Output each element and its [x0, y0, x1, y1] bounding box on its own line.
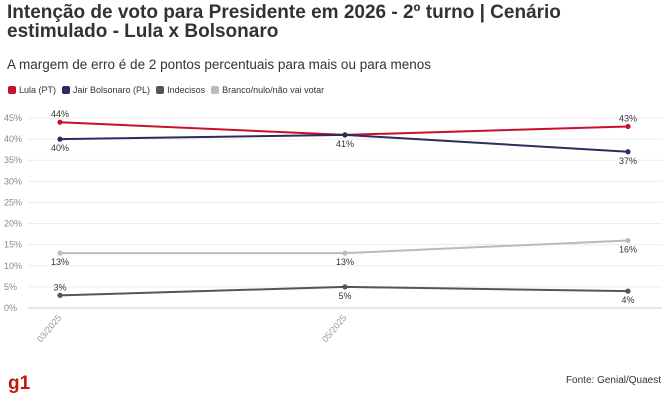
- data-label-3-0: 13%: [51, 257, 69, 267]
- data-label-0-2: 43%: [619, 113, 637, 123]
- data-label-3-2: 16%: [619, 244, 637, 254]
- chart-title: Intenção de voto para Presidente em 2026…: [7, 2, 561, 42]
- data-label-2-2: 4%: [621, 295, 634, 305]
- data-point-0-2: [625, 123, 631, 130]
- y-tick-label-5: 5%: [4, 282, 17, 292]
- data-point-2-0: [57, 292, 63, 298]
- legend-swatch-branco-nulo: [211, 86, 220, 94]
- legend-item-branco-nulo[interactable]: Branco/nulo/não vai votar: [211, 85, 324, 95]
- data-label-1-0: 40%: [51, 143, 69, 153]
- chart-subtitle: A margem de erro é de 2 pontos percentua…: [7, 57, 431, 72]
- legend-item-bolsonaro[interactable]: Jair Bolsonaro (PL): [62, 85, 150, 95]
- data-label-1-1: 41%: [336, 139, 354, 149]
- data-point-3-1: [342, 250, 348, 256]
- y-tick-label-0: 0%: [4, 303, 17, 313]
- y-tick-label-25: 25%: [4, 197, 22, 207]
- data-point-1-1: [342, 132, 348, 138]
- y-tick-label-30: 30%: [4, 176, 22, 186]
- x-tick-label-0: 03/2025: [35, 313, 64, 344]
- legend-swatch-bolsonaro: [62, 86, 71, 94]
- legend-swatch-indecisos: [156, 86, 165, 94]
- g1-logo: g1: [8, 373, 31, 394]
- data-label-3-1: 13%: [336, 257, 354, 267]
- data-point-2-2: [625, 288, 631, 294]
- legend-label-indecisos: Indecisos: [167, 85, 206, 95]
- legend-label-branco-nulo: Branco/nulo/não vai votar: [222, 85, 325, 95]
- legend-swatch-lula: [8, 86, 16, 94]
- data-point-3-2: [625, 237, 631, 244]
- data-point-3-0: [57, 250, 63, 256]
- data-point-0-0: [57, 119, 63, 125]
- data-label-2-0: 3%: [53, 282, 66, 292]
- source-note: Fonte: Genial/Quaest: [565, 375, 661, 386]
- y-tick-label-15: 15%: [4, 240, 22, 250]
- data-label-0-0: 44%: [51, 109, 69, 119]
- y-tick-label-35: 35%: [4, 155, 22, 165]
- data-point-1-2: [625, 149, 631, 155]
- legend-item-lula[interactable]: Lula (PT): [8, 85, 56, 95]
- data-label-1-2: 37%: [619, 156, 637, 166]
- y-tick-label-10: 10%: [4, 261, 22, 271]
- data-point-1-0: [57, 136, 63, 142]
- legend-label-lula: Lula (PT): [19, 85, 57, 95]
- data-point-2-1: [342, 284, 348, 290]
- legend-item-indecisos[interactable]: Indecisos: [156, 85, 205, 95]
- y-tick-label-45: 45%: [4, 113, 22, 123]
- y-tick-label-40: 40%: [4, 134, 22, 144]
- legend-label-bolsonaro: Jair Bolsonaro (PL): [73, 85, 151, 95]
- chart-legend: Lula (PT) Jair Bolsonaro (PL) Indecisos …: [8, 85, 324, 95]
- x-tick-label-1: 05/2025: [320, 313, 349, 344]
- data-label-2-1: 5%: [338, 291, 351, 301]
- y-tick-label-20: 20%: [4, 219, 22, 229]
